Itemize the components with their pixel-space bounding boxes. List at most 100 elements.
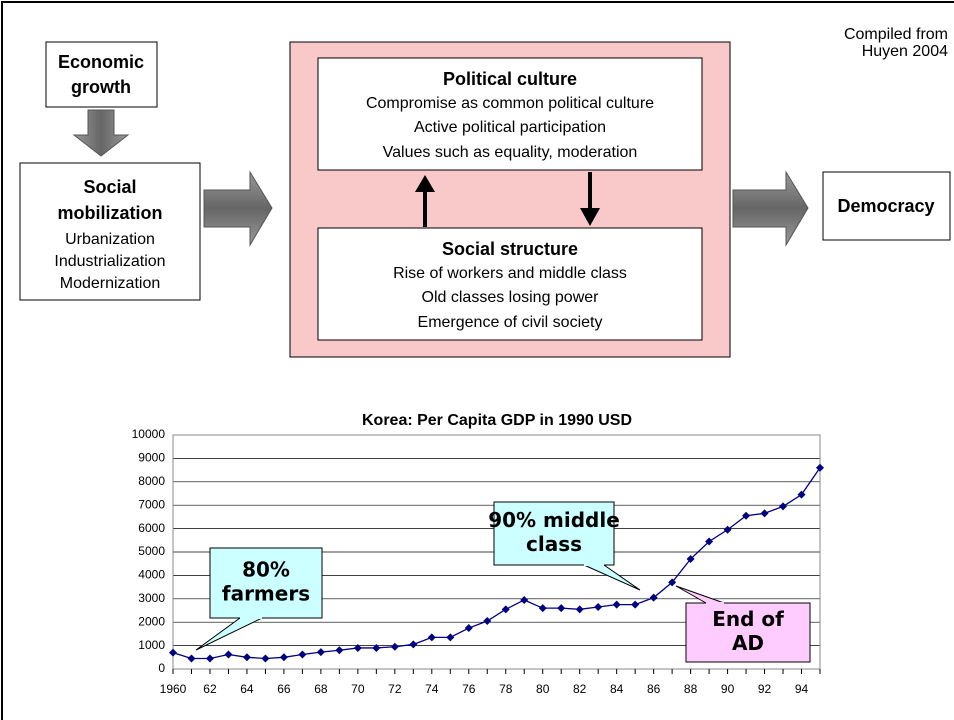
- point: [760, 509, 769, 518]
- plot-frame: [172, 434, 821, 670]
- chart-title: Korea: Per Capita GDP in 1990 USD: [362, 412, 632, 429]
- point: [446, 633, 455, 642]
- point: [816, 463, 824, 472]
- callout-text: AD: [732, 631, 764, 655]
- x-tick-label: 90: [721, 682, 735, 696]
- point: [205, 654, 214, 663]
- x-tick-label: 88: [684, 682, 698, 696]
- box-item: Emergence of civil society: [418, 314, 603, 331]
- callout-text: farmers: [222, 582, 310, 606]
- point: [742, 511, 751, 520]
- point: [594, 602, 603, 611]
- box: [822, 171, 951, 241]
- point: [668, 578, 677, 587]
- source: Compiled from: [844, 26, 948, 43]
- point: [224, 650, 233, 659]
- callout: [685, 602, 811, 663]
- point: [557, 604, 566, 613]
- x-tick-label: 62: [203, 682, 217, 696]
- box-item: Industrialization: [54, 253, 165, 270]
- point: [427, 633, 436, 642]
- box: [19, 162, 201, 301]
- x-tick-label: 68: [314, 682, 328, 696]
- callout-text: 90% middle: [488, 508, 620, 532]
- callout-pointer: [195, 617, 263, 651]
- point: [353, 643, 362, 652]
- point: [409, 640, 418, 649]
- point: [520, 595, 529, 604]
- point: [464, 624, 473, 633]
- callout: [209, 547, 323, 619]
- box-title: Social: [83, 177, 136, 197]
- box-item: Urbanization: [65, 231, 155, 248]
- y-tick-label: 0: [158, 661, 165, 675]
- callout-pointer: [675, 585, 725, 604]
- x-tick-label: 66: [277, 682, 291, 696]
- y-tick-label: 5000: [138, 544, 165, 558]
- x-tick-label: 74: [425, 682, 439, 696]
- point: [723, 525, 732, 534]
- point: [705, 537, 714, 546]
- point: [501, 605, 510, 614]
- y-tick-label: 2000: [138, 614, 165, 628]
- x-tick-label: 76: [462, 682, 476, 696]
- point: [779, 502, 788, 511]
- point: [612, 600, 621, 609]
- box-item: Compromise as common political culture: [366, 95, 654, 112]
- y-tick-label: 9000: [138, 451, 165, 465]
- point: [483, 617, 492, 626]
- point: [335, 646, 344, 655]
- point: [631, 600, 640, 609]
- callout-text: class: [526, 532, 582, 556]
- point: [686, 555, 695, 564]
- x-tick-label: 64: [240, 682, 254, 696]
- box: [317, 57, 703, 171]
- arrow: [732, 170, 809, 247]
- y-tick-label: 3000: [138, 591, 165, 605]
- y-tick-label: 6000: [138, 521, 165, 535]
- arrow-head: [415, 175, 435, 192]
- point: [649, 593, 658, 602]
- box-title: Social structure: [442, 239, 578, 259]
- x-tick-label: 92: [758, 682, 772, 696]
- box-title: Political culture: [443, 69, 577, 89]
- box-title: Democracy: [837, 196, 934, 216]
- callout-text: End of: [712, 607, 784, 631]
- x-tick-label: 94: [795, 682, 809, 696]
- point: [242, 653, 251, 662]
- point: [279, 653, 288, 662]
- box-item: Modernization: [60, 275, 161, 292]
- x-tick-label: 82: [573, 682, 587, 696]
- point: [538, 604, 547, 613]
- box-item: Rise of workers and middle class: [393, 265, 627, 282]
- source: Huyen 2004: [862, 43, 948, 60]
- y-tick-label: 8000: [138, 474, 165, 488]
- box-title: Economic: [58, 52, 144, 72]
- point: [169, 648, 177, 657]
- callout-text: 80%: [242, 558, 290, 582]
- point: [316, 648, 325, 657]
- arrow: [72, 109, 130, 157]
- callout: [493, 501, 615, 566]
- box: [317, 227, 703, 341]
- box-item: Active political participation: [414, 119, 606, 136]
- chart: 0 1000 2000 3000 4000 5000 6000 7000 8000 9000 100…: [132, 427, 824, 696]
- box-item: Values such as equality, moderation: [383, 144, 638, 161]
- point: [575, 605, 584, 614]
- y-tick-label: 4000: [138, 568, 165, 582]
- callout-pointer: [583, 564, 641, 591]
- box-item: Old classes losing power: [422, 289, 600, 306]
- x-tick-label: 1960: [160, 682, 187, 696]
- point: [372, 643, 381, 652]
- x-tick-label: 72: [388, 682, 402, 696]
- y-tick-label: 10000: [132, 427, 166, 441]
- point: [797, 490, 806, 499]
- point: [390, 642, 399, 651]
- x-tick-label: 80: [536, 682, 550, 696]
- point: [187, 654, 196, 663]
- arrow-head: [580, 208, 600, 226]
- y-tick-label: 1000: [138, 638, 165, 652]
- x-tick-label: 84: [610, 682, 624, 696]
